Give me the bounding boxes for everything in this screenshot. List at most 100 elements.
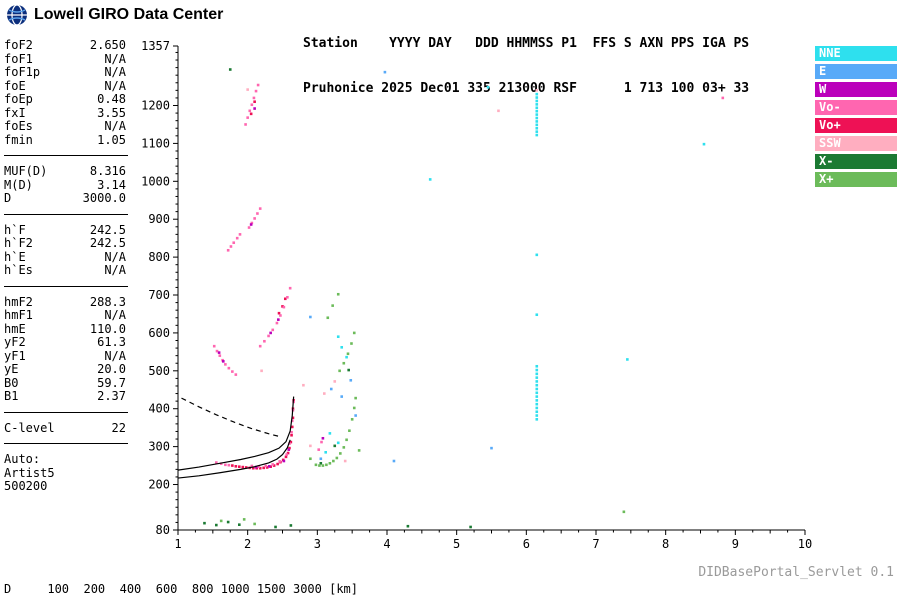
y-tick-label: 400 [148,402,170,416]
parameter-panel: foF2 2.650 foF1 N/A foF1p N/A foE N/A foEp 0.48 fx… [4,38,128,494]
param-value: N/A [104,78,126,93]
param-value: 3000.0 [82,191,126,205]
y-tick-label: 900 [148,212,170,226]
param-label: yE [4,362,19,376]
echo-points [203,68,725,529]
legend-item-x: X+ [815,172,897,187]
param-value: 288.3 [89,294,126,309]
param-row: foF1 N/A [4,51,126,67]
param-label: foEp [4,92,33,106]
muf-table: D 100 200 400 600 800 1000 1500 3000 [km… [4,552,633,600]
y-tick-label: 800 [148,250,170,264]
param-row: h`Es N/A [4,263,126,278]
param-label: foEs [4,119,33,133]
param-label: foF1 [4,51,33,66]
auto-line: Artist5 [4,465,55,480]
param-row: hmE 110.0 [4,321,126,337]
legend-item-e: E [815,64,897,79]
param-row: B0 59.7 [4,375,126,391]
param-row: h`F2 242.5 [4,236,126,251]
param-value: N/A [104,308,126,322]
profile-curves [177,396,295,479]
axes [177,46,805,531]
echo-direction-legend: NNE E W Vo- Vo+ SSW X- X+ [815,46,897,190]
param-value: 242.5 [89,236,126,250]
param-label: fxI [4,105,26,120]
y-tick-label: 700 [148,288,170,302]
panel-divider [4,213,128,215]
x-tick-label: 8 [662,537,669,551]
series-vo [212,83,725,469]
legend-item-x: X- [815,154,897,169]
profile-curve-solid [177,439,291,479]
panel-divider [4,411,128,413]
servlet-version-label: DIDBasePortal_Servlet 0.1 [698,565,894,580]
series-ssw [246,88,539,463]
y-tick-label: 200 [148,478,170,492]
giro-logo-icon [7,4,27,26]
x-tick-label: 7 [592,537,599,551]
param-row: fxI 3.55 [4,105,126,121]
param-value: 3.14 [97,177,126,192]
param-row: yF1 N/A [4,348,126,364]
legend-item-w: W [815,82,897,97]
param-row: h`E N/A [4,249,126,265]
param-label: h`F2 [4,236,33,250]
distance-row: D 100 200 400 600 800 1000 1500 3000 [km… [4,582,359,596]
param-row: foE N/A [4,78,126,94]
x-tick-label: 6 [523,537,530,551]
series-e [309,70,493,463]
param-row: yE 20.0 [4,362,126,377]
param-row: fmin 1.05 [4,133,126,148]
profile-curve-dashed [181,397,280,437]
param-row: C-level 22 [4,421,126,436]
brand-title: Lowell GIRO Data Center [34,6,224,23]
param-value: 20.0 [97,362,126,376]
param-label: h`F [4,222,26,237]
series-x [203,68,472,529]
param-label: hmE [4,321,26,336]
param-row: yF2 61.3 [4,335,126,350]
param-label: yF1 [4,348,26,363]
x-tick-label: 10 [798,537,812,551]
param-label: B1 [4,389,19,403]
param-label: B0 [4,375,19,390]
param-value: N/A [104,348,126,363]
panel-divider [4,443,128,444]
y-tick-label: 80 [156,523,170,537]
param-row: D 3000.0 [4,191,126,206]
panel-divider [4,155,128,156]
param-value: 2.650 [89,38,126,52]
series-vo [231,100,295,470]
param-value: N/A [104,119,126,133]
param-row: foF1p N/A [4,65,126,80]
param-value: 8.316 [89,164,126,178]
legend-item-vo: Vo+ [815,118,897,133]
param-label: yF2 [4,335,26,349]
y-tick-label: 600 [148,326,170,340]
param-row: M(D) 3.14 [4,177,126,193]
param-value: 59.7 [97,375,126,390]
param-label: hmF2 [4,294,33,309]
station-header-values: Pruhonice 2025 Dec01 335 213000 RSF 1 71… [303,81,750,96]
y-tick-label: 1000 [141,174,170,188]
param-row: foEs N/A [4,119,126,134]
param-value: 242.5 [89,222,126,237]
param-label: MUF(D) [4,164,48,178]
x-tick-label: 9 [732,537,739,551]
x-tick-label: 2 [244,537,251,551]
param-label: D [4,191,12,205]
param-row: MUF(D) 8.316 [4,164,126,179]
panel-divider [4,285,128,287]
x-tick-label: 4 [383,537,390,551]
param-value: 110.0 [89,321,126,336]
series-nne [324,86,706,454]
y-tick-label: 500 [148,364,170,378]
param-label: h`E [4,249,26,264]
param-row: foF2 2.650 [4,38,126,53]
param-row: B1 2.37 [4,389,126,404]
param-value: 3.55 [97,105,126,120]
param-row: h`F 242.5 [4,222,126,238]
